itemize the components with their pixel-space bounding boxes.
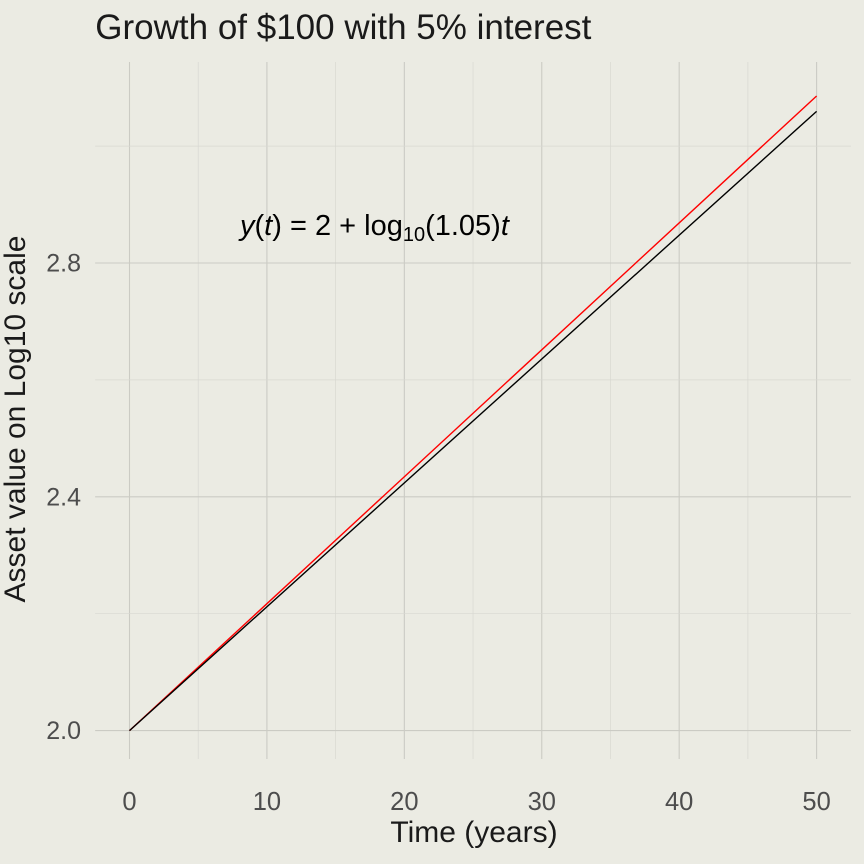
svg-text:30: 30: [528, 788, 556, 816]
svg-text:10: 10: [253, 788, 281, 816]
svg-text:Growth of $100 with 5% interes: Growth of $100 with 5% interest: [95, 8, 591, 47]
svg-text:0: 0: [122, 788, 136, 816]
svg-text:Time (years): Time (years): [390, 816, 557, 849]
svg-text:40: 40: [665, 788, 693, 816]
svg-text:Asset value on Log10 scale: Asset value on Log10 scale: [0, 236, 32, 603]
svg-text:2.4: 2.4: [46, 483, 81, 511]
svg-text:50: 50: [802, 788, 830, 816]
svg-text:20: 20: [390, 788, 418, 816]
svg-text:2.8: 2.8: [46, 250, 81, 278]
svg-text:y(t) = 2 + log10(1.05)t: y(t) = 2 + log10(1.05)t: [238, 210, 511, 246]
svg-text:2.0: 2.0: [46, 717, 81, 745]
